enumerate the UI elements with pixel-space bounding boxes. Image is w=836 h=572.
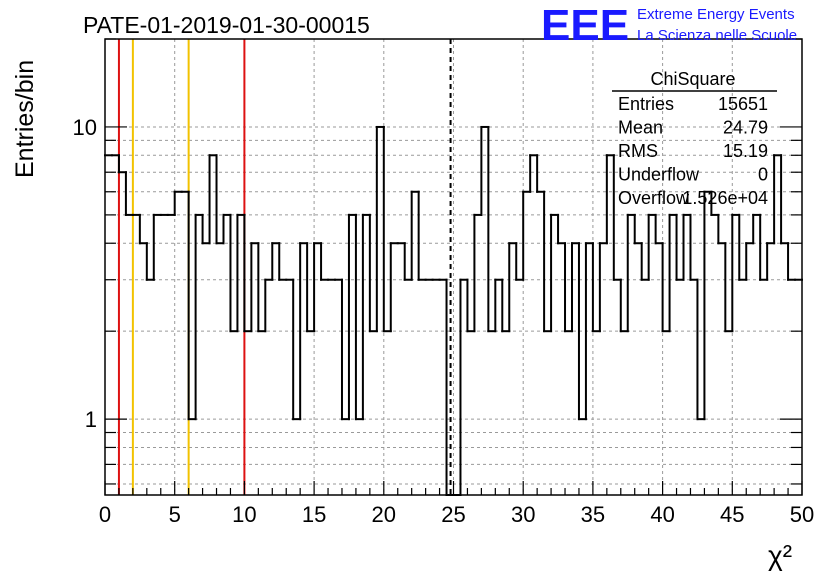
x-tick-label: 50	[790, 502, 814, 527]
org-line-2: La Scienza nelle Scuole	[637, 27, 797, 44]
x-axis-label: χ²	[768, 540, 792, 571]
stats-value: 1.526e+04	[682, 188, 768, 208]
histogram	[104, 125, 803, 496]
x-tick-label: 30	[511, 502, 535, 527]
x-tick-label: 35	[581, 502, 605, 527]
axis-ticks: 0 5 10 15 20 25 30 35 40 45 50 1 10	[73, 38, 814, 527]
x-tick-label: 0	[99, 502, 111, 527]
grid-layer	[105, 38, 802, 495]
stats-value: 24.79	[723, 118, 768, 138]
stats-box: ChiSquare Entries 15651 Mean 24.79 RMS 15.19 U…	[612, 69, 777, 208]
x-tick-label: 45	[720, 502, 744, 527]
stats-label: RMS	[618, 141, 658, 161]
eee-logo: EEE	[541, 1, 629, 50]
y-tick-label: 1	[85, 407, 97, 432]
x-tick-label: 10	[232, 502, 256, 527]
y-tick-label: 10	[73, 115, 97, 140]
stats-label: Overflow	[618, 188, 690, 208]
stats-label: Underflow	[618, 165, 700, 185]
run-title: PATE-01-2019-01-30-00015	[83, 12, 370, 38]
x-tick-label: 40	[650, 502, 674, 527]
org-line-1: Extreme Energy Events	[637, 6, 795, 23]
stats-title: ChiSquare	[650, 69, 735, 89]
reference-lines	[117, 39, 452, 495]
stats-value: 0	[758, 165, 768, 185]
x-tick-label: 15	[302, 502, 326, 527]
x-tick-label: 25	[441, 502, 465, 527]
y-axis-label: Entries/bin	[11, 60, 39, 178]
x-tick-label: 5	[169, 502, 181, 527]
stats-label: Entries	[618, 94, 674, 114]
stats-value: 15.19	[723, 141, 768, 161]
x-tick-label: 20	[372, 502, 396, 527]
stats-label: Mean	[618, 118, 663, 138]
stats-value: 15651	[718, 94, 768, 114]
